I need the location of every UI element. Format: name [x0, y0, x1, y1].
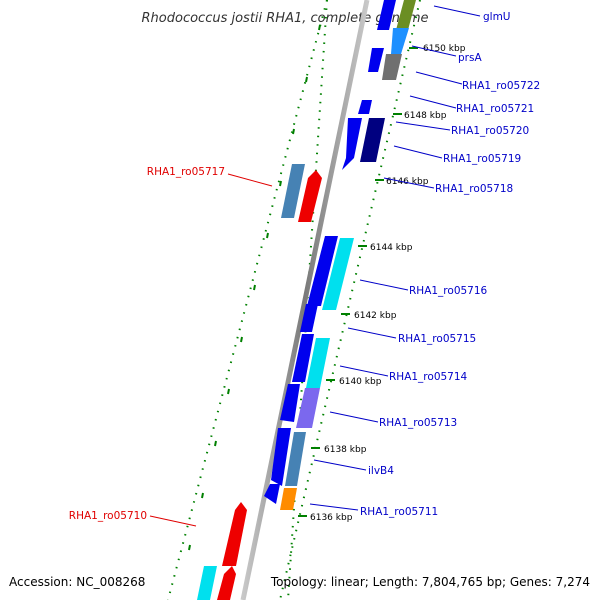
tick-label-6140: 6140 kbp: [339, 377, 382, 387]
gene-label-RHA1-ro05718[interactable]: RHA1_ro05718: [435, 183, 513, 195]
tick-label-6150: 6150 kbp: [423, 44, 466, 54]
accession-text: Accession: NC_008268: [9, 575, 145, 589]
gene-glmU[interactable]: [377, 0, 416, 30]
map-title: Rhodococcus jostii RHA1, complete genome: [142, 11, 429, 26]
gene-RHA1-ro05721[interactable]: [368, 48, 384, 72]
leader-lines-left: [149, 173, 273, 527]
gene-RHA1-ro05720[interactable]: [358, 100, 372, 114]
outer-left-track: [167, 0, 328, 600]
gene-ilvB4[interactable]: [285, 432, 306, 486]
tick-label-6146: 6146 kbp: [386, 177, 429, 187]
tick-marks: [298, 47, 418, 517]
gene-RHA1-ro05719[interactable]: [360, 118, 385, 162]
gene-RHA1-ro05711[interactable]: [280, 488, 297, 510]
tick-label-6136: 6136 kbp: [310, 513, 353, 523]
tick-label-6144: 6144 kbp: [370, 243, 413, 253]
gene-RHA1-ro05713a[interactable]: [280, 384, 300, 422]
gene-label-glmU[interactable]: glmU: [483, 11, 511, 23]
tick-label-6142: 6142 kbp: [354, 311, 397, 321]
left-track-dashes: [188, 24, 321, 551]
tick-label-6138: 6138 kbp: [324, 445, 367, 455]
gene-RHA1-ro05722[interactable]: [382, 54, 402, 80]
gene-label-RHA1-ro05719[interactable]: RHA1_ro05719: [443, 153, 521, 165]
gene-label-RHA1-ro05710[interactable]: RHA1_ro05710: [69, 510, 147, 522]
gene-label-RHA1-ro05715[interactable]: RHA1_ro05715: [398, 333, 476, 345]
gene-label-RHA1-ro05721[interactable]: RHA1_ro05721: [456, 103, 534, 115]
gene-RHA1-ro05716a[interactable]: [307, 236, 338, 306]
gene-RHA1-ro05714a[interactable]: [292, 334, 314, 382]
tick-label-6148: 6148 kbp: [404, 111, 447, 121]
gene-RHA1-ro05717a[interactable]: [281, 164, 305, 218]
gene-RHA1-ro05714[interactable]: [306, 338, 330, 388]
gene-label-RHA1-ro05720[interactable]: RHA1_ro05720: [451, 125, 529, 137]
genome-backbone: [240, 0, 370, 600]
gene-RHA1-ro05718[interactable]: [342, 118, 362, 170]
inner-right-track: [279, 0, 421, 600]
gene-label-prsA[interactable]: prsA: [458, 52, 482, 64]
gene-RHA1-ro05711a[interactable]: [264, 484, 280, 504]
gene-label-RHA1-ro05717[interactable]: RHA1_ro05717: [147, 166, 225, 178]
gene-label-RHA1-ro05711[interactable]: RHA1_ro05711: [360, 506, 438, 518]
gene-RHA1-ro05717[interactable]: [298, 170, 322, 222]
gene-RHA1-ro05709[interactable]: [197, 566, 236, 600]
gene-RHA1-ro05713[interactable]: [296, 388, 320, 428]
gene-RHA1-ro05716[interactable]: [322, 238, 354, 310]
gene-label-RHA1-ro05714[interactable]: RHA1_ro05714: [389, 371, 468, 383]
gene-RHA1-ro05715[interactable]: [300, 304, 318, 332]
gene-ilvB4a[interactable]: [271, 428, 291, 486]
gene-prsA[interactable]: [391, 28, 409, 54]
gene-label-RHA1-ro05722[interactable]: RHA1_ro05722: [462, 80, 540, 92]
gene-label-RHA1-ro05713[interactable]: RHA1_ro05713: [379, 417, 457, 429]
gene-RHA1-ro05710[interactable]: [222, 502, 247, 566]
gene-label-RHA1-ro05716[interactable]: RHA1_ro05716: [409, 285, 488, 297]
topology-text: Topology: linear; Length: 7,804,765 bp; …: [270, 575, 590, 589]
gene-label-ilvB4[interactable]: ilvB4: [368, 465, 394, 477]
leader-lines-right: [309, 5, 481, 511]
